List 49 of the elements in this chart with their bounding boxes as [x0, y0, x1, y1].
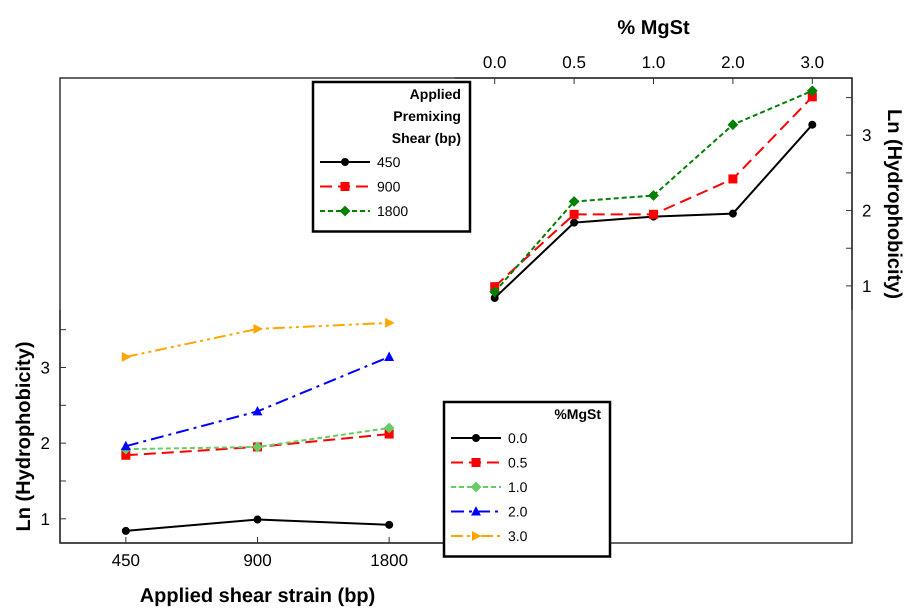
point — [728, 119, 738, 130]
point — [489, 286, 500, 298]
point — [568, 196, 580, 207]
point — [570, 210, 579, 219]
legend-label: 3.0 — [508, 528, 528, 544]
legend-label: 1.0 — [508, 479, 528, 495]
point — [806, 85, 818, 96]
legend-label: 900 — [377, 178, 401, 194]
y2-tick-label: 1 — [862, 276, 872, 296]
legend-label: 1800 — [377, 203, 408, 219]
point — [122, 526, 130, 535]
point — [254, 516, 262, 524]
x-tick-label: 1800 — [370, 551, 408, 570]
point — [649, 210, 658, 219]
point — [253, 324, 263, 334]
x-tick-label: 1.0 — [642, 53, 666, 72]
point — [728, 174, 738, 184]
y2-axis-title: Ln (Hydrophobicity) — [883, 109, 905, 299]
point — [808, 120, 816, 129]
legend-label: 0.5 — [508, 454, 528, 470]
point — [122, 352, 132, 362]
point — [570, 218, 578, 227]
x-tick-label: 900 — [243, 551, 272, 570]
legend-label: 450 — [377, 154, 401, 170]
point — [384, 352, 394, 361]
x-axis-title: Applied shear strain (bp) — [140, 585, 376, 607]
y-tick-label: 1 — [40, 510, 50, 529]
point — [385, 520, 394, 529]
legend-label: 2.0 — [508, 504, 528, 520]
point — [385, 318, 395, 328]
point — [120, 440, 131, 450]
y-tick-label: 3 — [40, 358, 50, 378]
y-tick-label: 2 — [40, 434, 50, 454]
x-axis-title: % MgSt — [617, 17, 690, 39]
y2-tick-label: 3 — [862, 126, 872, 146]
x-tick-label: 0.0 — [482, 53, 507, 72]
x-tick-label: 450 — [112, 551, 140, 570]
legend-title: %MgSt — [554, 406, 602, 422]
x-tick-label: 2.0 — [721, 53, 745, 72]
point — [648, 190, 659, 201]
x-tick-label: 0.5 — [562, 53, 586, 72]
y-axis-title: Ln (Hydrophobicity) — [13, 342, 35, 532]
legend-label: 0.0 — [508, 430, 528, 446]
point — [728, 210, 737, 218]
point — [252, 406, 262, 416]
x-tick-label: 3.0 — [800, 53, 824, 72]
y2-tick-label: 2 — [862, 202, 872, 221]
legend-title: Applied Premixing Shear (bp) — [392, 86, 461, 146]
point — [384, 422, 395, 434]
